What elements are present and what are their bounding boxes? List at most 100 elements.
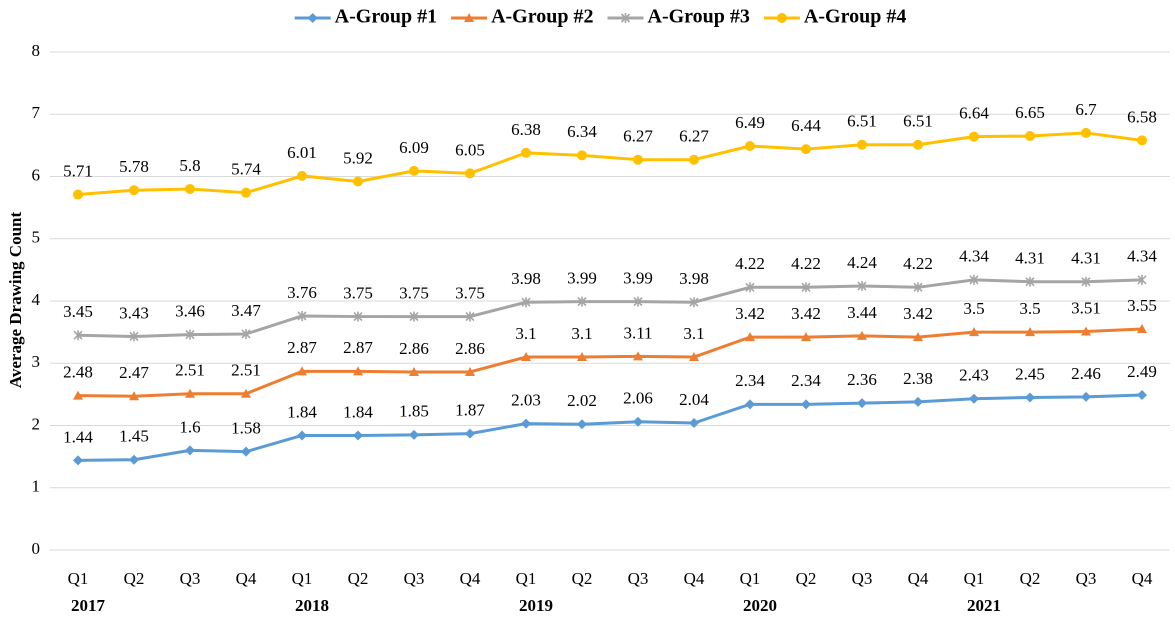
data-label: 3.55 <box>1127 296 1157 315</box>
legend: A-Group #1 A-Group #2 A-Group #3 A-Group #4 <box>294 6 906 28</box>
data-label: 3.43 <box>119 303 149 322</box>
data-label: 5.71 <box>63 161 93 180</box>
data-label: 3.75 <box>343 283 373 302</box>
year-label: 2021 <box>967 596 1001 615</box>
y-tick-label: 1 <box>32 477 41 496</box>
data-label: 3.42 <box>791 304 821 323</box>
marker <box>577 150 587 161</box>
series-line <box>77 327 1143 398</box>
y-tick-label: 6 <box>32 165 41 184</box>
marker <box>1025 392 1035 403</box>
marker <box>913 282 923 293</box>
marker <box>633 416 643 427</box>
marker <box>1137 135 1147 146</box>
data-label: 1.44 <box>63 427 93 446</box>
data-label: 2.43 <box>959 366 989 385</box>
x-tick-label: Q1 <box>964 569 985 588</box>
marker <box>1137 324 1147 334</box>
marker <box>521 297 531 308</box>
marker <box>185 445 195 456</box>
year-label: 2020 <box>743 596 777 615</box>
marker <box>913 139 923 150</box>
series-line <box>77 131 1143 197</box>
x-tick-label: Q2 <box>124 569 145 588</box>
marker <box>297 366 307 376</box>
y-tick-label: 3 <box>32 352 41 371</box>
legend-label: A-Group #4 <box>804 6 906 28</box>
data-label: 6.51 <box>847 112 877 131</box>
marker <box>185 329 195 340</box>
y-tick-label: 7 <box>32 103 41 122</box>
marker <box>745 399 755 410</box>
marker <box>620 13 631 23</box>
marker <box>1025 131 1035 142</box>
marker <box>73 455 83 466</box>
data-label: 4.31 <box>1015 249 1045 268</box>
data-label: 2.45 <box>1015 364 1045 383</box>
marker <box>129 185 139 196</box>
data-label: 2.49 <box>1127 362 1157 381</box>
data-label: 3.5 <box>1019 299 1040 318</box>
data-label: 2.02 <box>567 391 597 410</box>
marker <box>857 398 867 409</box>
data-label: 6.44 <box>791 116 821 135</box>
data-label: 3.1 <box>683 324 704 343</box>
data-label: 5.8 <box>179 156 200 175</box>
series-line <box>77 393 1143 462</box>
data-label: 1.58 <box>231 419 261 438</box>
marker <box>776 13 787 23</box>
y-axis-title: Average Drawing Count <box>6 212 25 389</box>
marker <box>857 330 867 340</box>
x-tick-label: Q1 <box>740 569 761 588</box>
y-tick-label: 2 <box>32 414 41 433</box>
x-tick-label: Q2 <box>572 569 593 588</box>
marker <box>241 187 251 198</box>
marker <box>577 296 587 307</box>
marker <box>73 189 83 200</box>
y-tick-label: 4 <box>32 290 41 309</box>
data-label: 4.22 <box>791 254 821 273</box>
data-label: 3.46 <box>175 302 205 321</box>
data-label: 2.87 <box>287 338 317 357</box>
data-label: 2.34 <box>735 371 765 390</box>
data-label: 6.51 <box>903 112 933 131</box>
marker <box>241 328 251 339</box>
data-label: 2.48 <box>63 363 93 382</box>
marker <box>745 282 755 293</box>
data-label: 1.87 <box>455 400 485 419</box>
data-label: 2.38 <box>903 369 933 388</box>
data-label: 3.51 <box>1071 298 1101 317</box>
data-label: 5.74 <box>231 160 261 179</box>
x-tick-label: Q3 <box>1076 569 1097 588</box>
marker <box>1025 276 1035 287</box>
data-label: 4.24 <box>847 253 877 272</box>
marker <box>297 430 307 441</box>
data-label: 3.75 <box>455 283 485 302</box>
marker <box>185 183 195 194</box>
marker <box>353 176 363 187</box>
data-label: 5.78 <box>119 157 149 176</box>
x-tick-label: Q4 <box>908 569 929 588</box>
data-label: 3.1 <box>571 324 592 343</box>
data-label: 4.34 <box>959 247 989 266</box>
data-label: 6.7 <box>1075 100 1097 119</box>
data-label: 6.05 <box>455 140 485 159</box>
marker <box>409 311 419 322</box>
marker <box>129 454 139 465</box>
data-label: 3.44 <box>847 303 877 322</box>
marker <box>353 311 363 322</box>
marker <box>913 332 923 342</box>
marker <box>465 168 475 179</box>
data-label: 5.92 <box>343 148 373 167</box>
marker <box>465 311 475 322</box>
x-tick-label: Q3 <box>404 569 425 588</box>
data-label: 1.84 <box>287 402 317 421</box>
data-label: 6.58 <box>1127 107 1157 126</box>
marker <box>1137 389 1147 400</box>
marker <box>464 13 475 22</box>
marker <box>801 282 811 293</box>
marker <box>521 418 531 429</box>
y-tick-label: 0 <box>32 539 41 558</box>
data-label: 6.65 <box>1015 103 1045 122</box>
